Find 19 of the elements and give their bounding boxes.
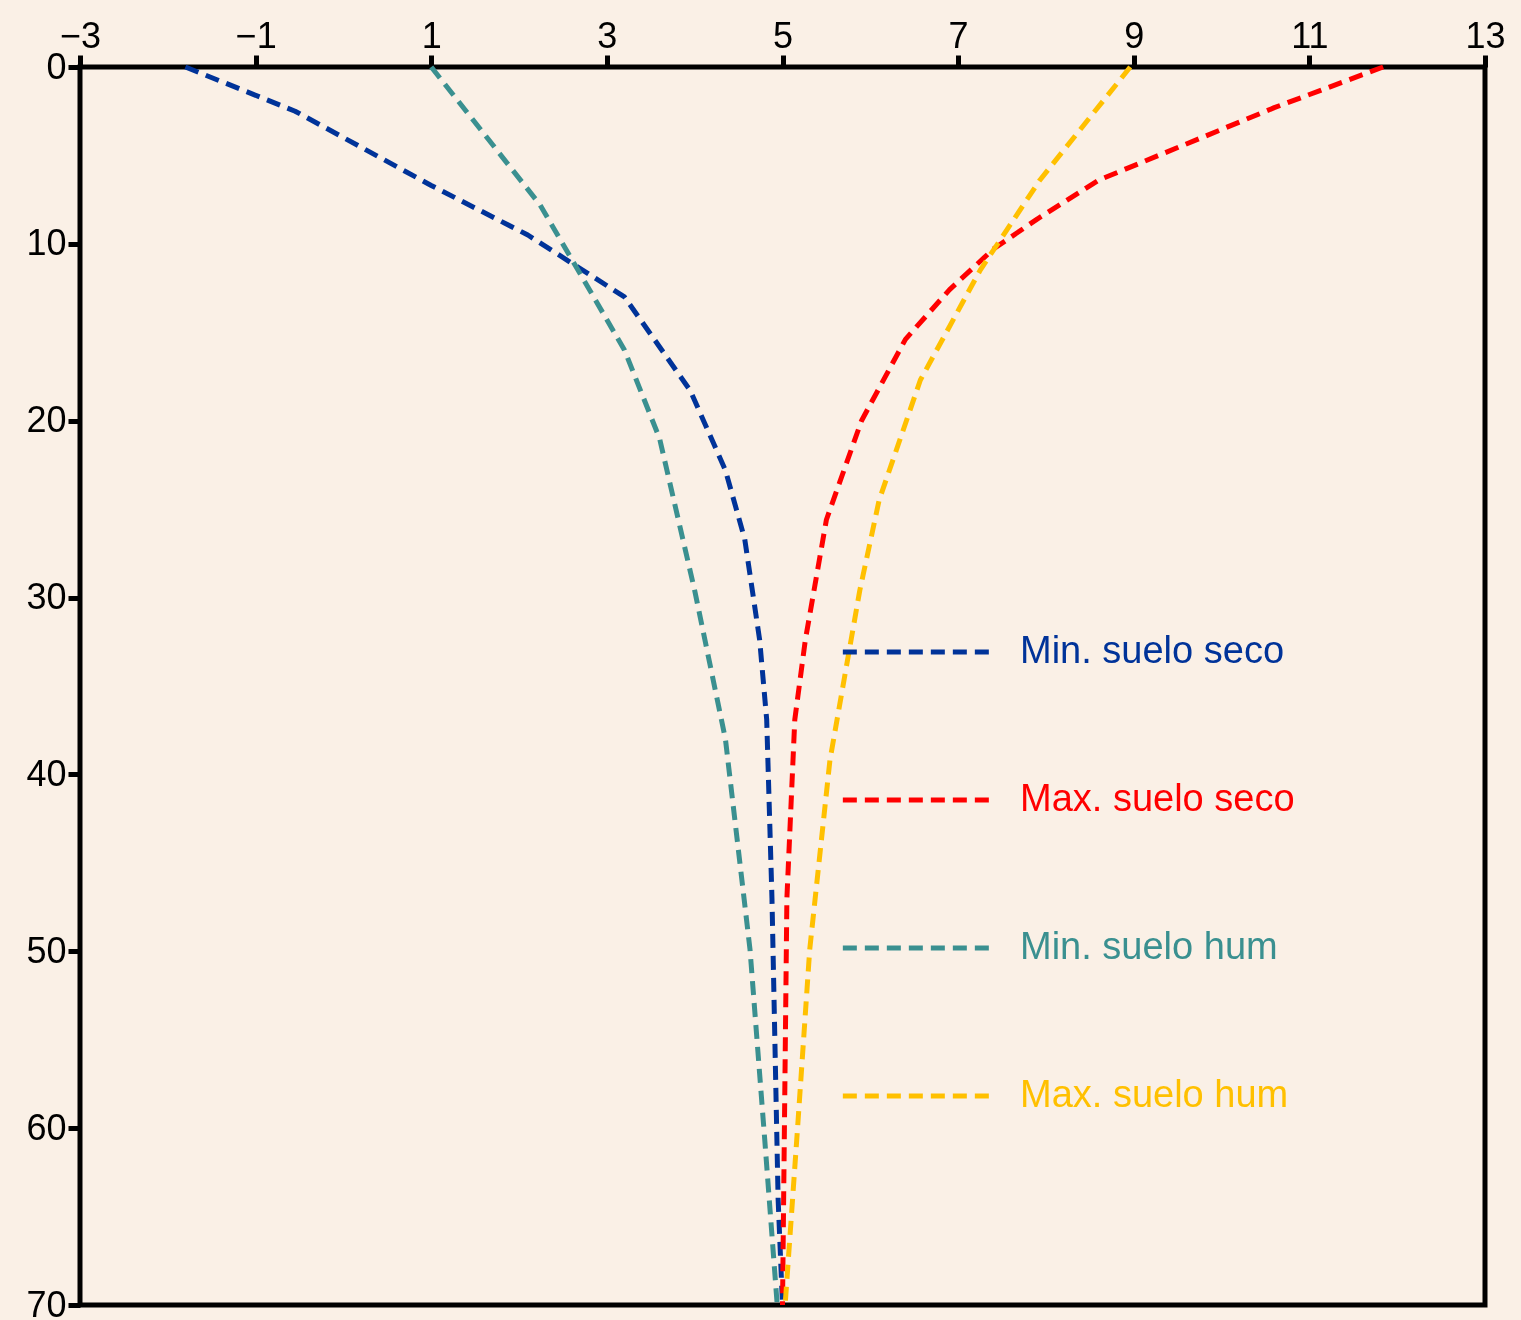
x-tick-label: 3 (597, 14, 618, 56)
legend-label: Max. suelo hum (1020, 1073, 1289, 1115)
y-tick-label: 10 (26, 222, 67, 264)
legend-label: Min. suelo hum (1020, 925, 1278, 967)
y-tick-label: 50 (26, 929, 67, 971)
x-tick-label: 1 (421, 14, 442, 56)
y-tick-label: 20 (26, 399, 67, 441)
x-tick-label: 11 (1291, 14, 1329, 56)
x-tick-label: 9 (1124, 14, 1145, 56)
y-tick-label: 70 (26, 1283, 67, 1320)
x-tick-label: −1 (235, 14, 277, 56)
legend-label: Min. suelo seco (1020, 629, 1285, 671)
y-tick-label: 30 (26, 576, 67, 618)
legend-label: Max. suelo seco (1020, 777, 1295, 819)
y-tick-label: 60 (26, 1106, 67, 1148)
y-tick-label: 40 (26, 752, 67, 794)
x-tick-label: 13 (1465, 14, 1506, 56)
x-tick-label: 5 (772, 14, 794, 56)
x-tick-label: 7 (948, 14, 969, 56)
